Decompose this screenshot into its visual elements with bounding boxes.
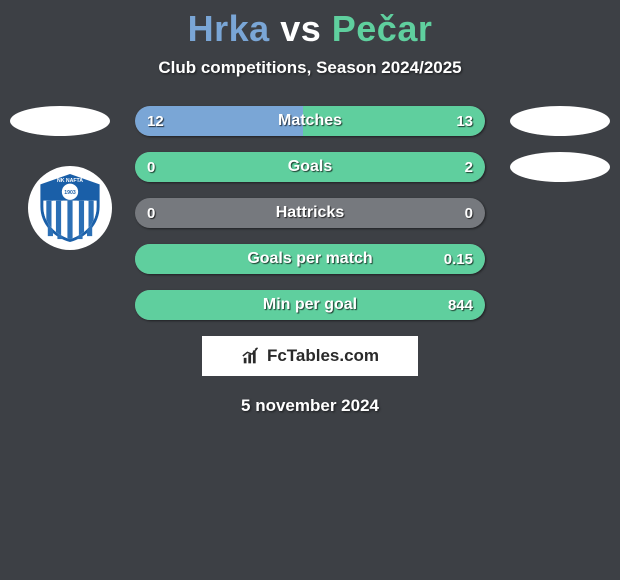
stat-row: 00Hattricks — [135, 198, 485, 228]
svg-text:1903: 1903 — [64, 190, 76, 196]
brand-box: FcTables.com — [202, 336, 418, 376]
stat-label: Matches — [135, 106, 485, 136]
player2-team-logo-placeholder-1 — [510, 106, 610, 136]
player1-team-logo-placeholder — [10, 106, 110, 136]
club-badge-icon: 1903 NK NAFTA — [33, 171, 107, 245]
stats-area: 1903 NK NAFTA 1213Matches 02Goals 00Hattri… — [0, 106, 620, 320]
stat-label: Goals per match — [135, 244, 485, 274]
stat-row: 1213Matches — [135, 106, 485, 136]
player1-name: Hrka — [188, 8, 270, 49]
player2-team-logo-placeholder-2 — [510, 152, 610, 182]
player2-name: Pečar — [332, 8, 433, 49]
chart-icon — [241, 345, 263, 367]
stat-row: 844Min per goal — [135, 290, 485, 320]
date-line: 5 november 2024 — [0, 396, 620, 416]
svg-text:NK NAFTA: NK NAFTA — [57, 178, 83, 184]
vs-text: vs — [280, 8, 321, 49]
stat-label: Goals — [135, 152, 485, 182]
stat-row: 02Goals — [135, 152, 485, 182]
page-title: Hrka vs Pečar — [0, 0, 620, 50]
stat-label: Min per goal — [135, 290, 485, 320]
stat-bars: 1213Matches 02Goals 00Hattricks 0.15Goals p… — [135, 106, 485, 320]
stat-row: 0.15Goals per match — [135, 244, 485, 274]
stat-label: Hattricks — [135, 198, 485, 228]
subtitle: Club competitions, Season 2024/2025 — [0, 58, 620, 78]
club-badge: 1903 NK NAFTA — [28, 166, 112, 250]
brand-text: FcTables.com — [267, 346, 379, 366]
